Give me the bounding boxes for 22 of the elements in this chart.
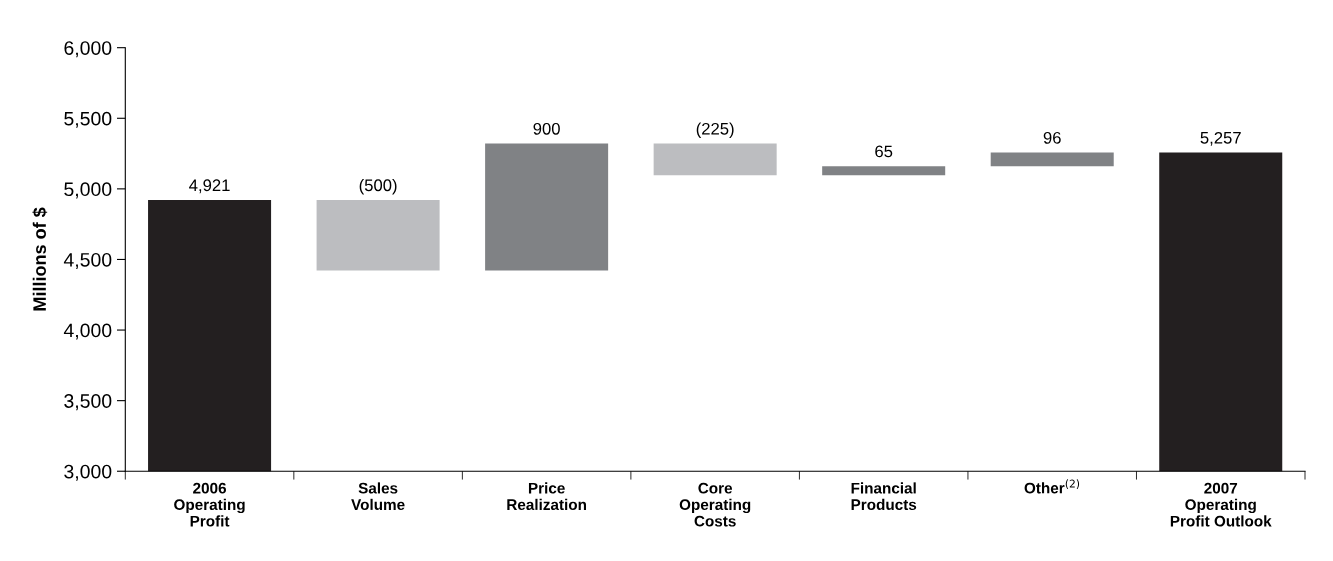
data-label: 96 [1043,131,1061,144]
x-tick-label: Other$^{(2)}$ [1024,479,1080,494]
y-axis-title: Millions of $ [32,207,48,311]
x-tick-label: Sales Volume [351,482,405,511]
data-label: 5,257 [1200,131,1241,146]
y-tick-label: 3,000 [64,464,112,481]
data-label: (500) [359,178,397,195]
data-label: 65 [875,145,893,158]
y-tick-label: 4,500 [63,252,112,269]
y-tick-label: 5,000 [64,182,112,199]
x-tick-label: 2007 Operating Profit Outlook [1170,482,1272,527]
y-tick-label: 4,000 [63,323,112,340]
x-tick-label: Core Operating Costs [679,482,751,527]
x-tick-label: Price Realization [507,482,587,511]
x-tick-label: Financial Products [851,482,917,511]
y-tick-label: 3,500 [64,394,112,411]
y-tick-label: 5,500 [64,111,112,128]
y-tick-label: 6,000 [64,41,112,58]
data-label: 4,921 [189,179,230,194]
data-label: 900 [533,122,560,135]
x-tick-label: 2006 Operating Profit [174,482,245,527]
data-label: (225) [696,122,734,138]
